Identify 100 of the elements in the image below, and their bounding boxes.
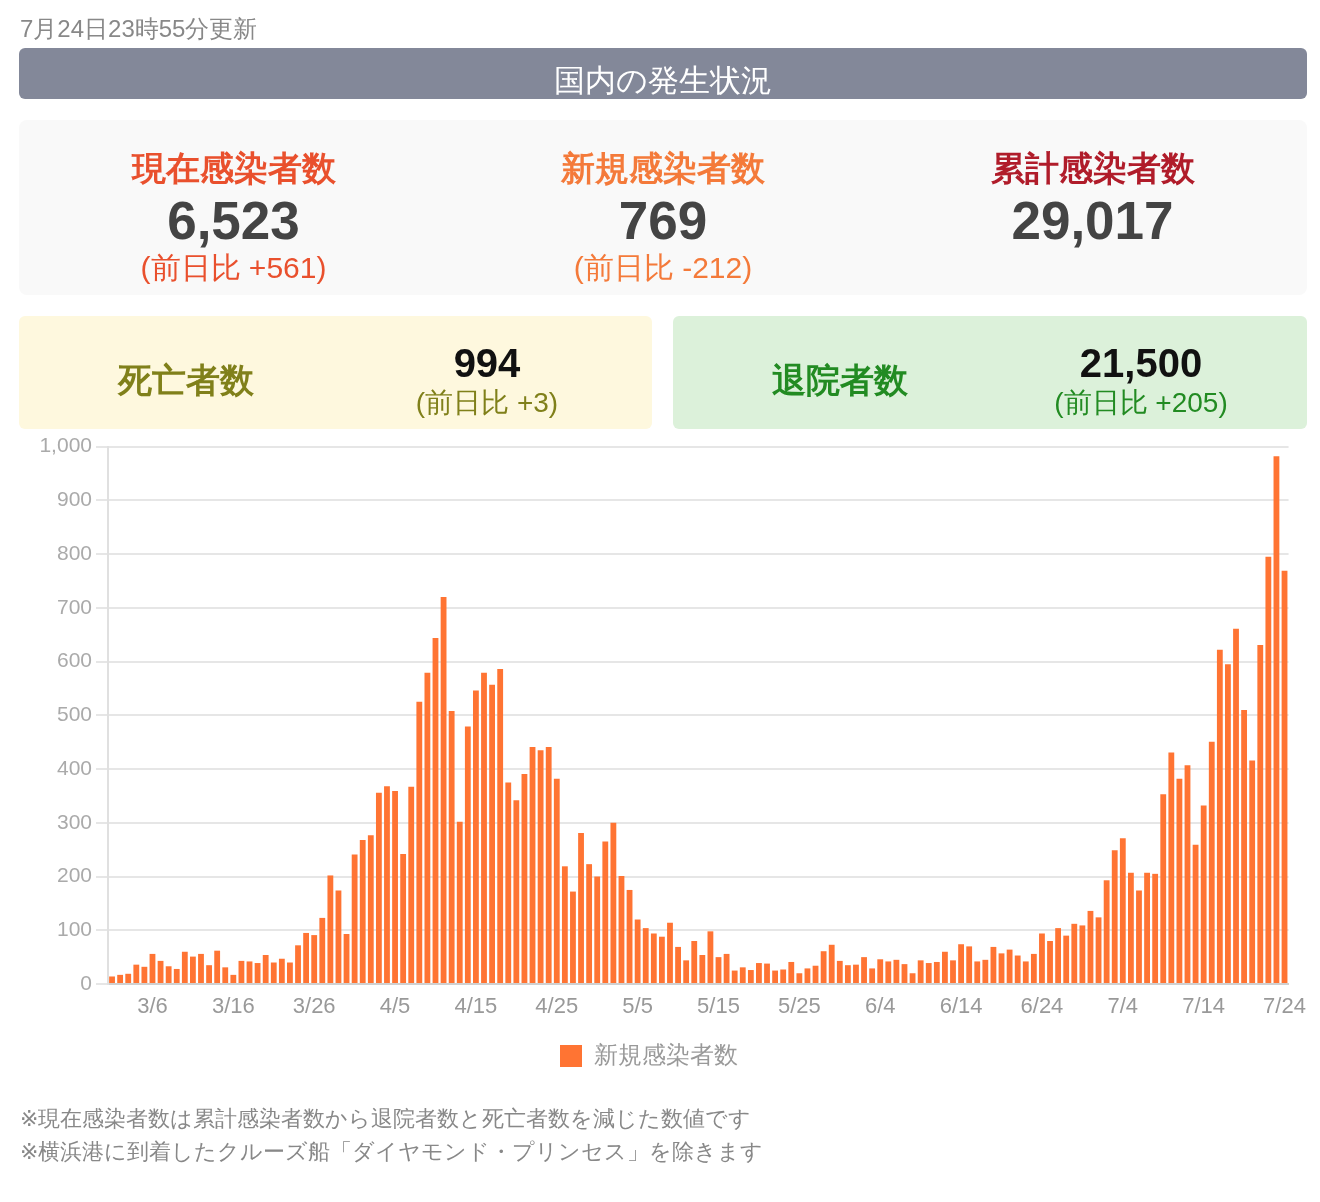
x-tick-label: 4/15: [454, 993, 498, 1019]
bar: [594, 876, 601, 983]
bar: [278, 958, 285, 983]
bar: [1265, 556, 1272, 983]
bar: [1168, 752, 1175, 983]
text: ※横浜港に到着したクルーズ船「ダイヤモンド・プリンセス」を除きます: [20, 1139, 764, 1164]
y-tick-label: 800: [56, 540, 92, 564]
bar: [141, 966, 148, 983]
bar: [270, 962, 277, 983]
x-tick-label: 5/5: [622, 993, 653, 1019]
text: 7月24日23時55分更新: [20, 15, 258, 42]
bar: [950, 960, 956, 983]
bar: [1200, 805, 1207, 983]
text: (前日比 +561): [140, 251, 327, 284]
x-tick-label: 7/24: [1263, 993, 1306, 1019]
bar: [198, 953, 204, 983]
bar: [933, 961, 940, 983]
bar: [424, 672, 431, 983]
bar: [222, 967, 229, 983]
text: (前日比 +205): [1054, 387, 1228, 418]
bar: [1039, 933, 1045, 983]
bar: [570, 891, 576, 983]
bar: [254, 963, 261, 983]
bar: [764, 963, 770, 983]
bar: [287, 962, 293, 983]
bar: [1022, 961, 1029, 983]
bar: [133, 964, 140, 983]
bar: [1216, 649, 1223, 983]
x-tick-label: 3/16: [211, 993, 255, 1019]
bar: [780, 969, 787, 983]
bar: [925, 963, 932, 983]
bar: [1055, 928, 1062, 983]
y-tick-label: 400: [56, 755, 92, 779]
y-tick-label: 300: [56, 809, 92, 833]
x-tick-label: 6/24: [1020, 993, 1064, 1019]
bar: [1071, 923, 1078, 983]
x-tick-label: 3/26: [292, 993, 336, 1019]
bar: [1249, 760, 1256, 983]
bar: [1103, 880, 1110, 983]
bar: [1208, 741, 1215, 983]
bar: [747, 970, 754, 983]
bar: [602, 841, 609, 983]
text: 国内の発生状況: [554, 63, 772, 98]
bar: [731, 970, 738, 983]
bar: [844, 965, 851, 983]
bar: [230, 974, 237, 983]
x-tick-label: 3/6: [137, 993, 168, 1019]
bar: [400, 853, 407, 983]
bar: [853, 964, 859, 983]
bar: [448, 711, 455, 983]
bar: [1144, 872, 1150, 983]
bar: [1176, 778, 1183, 983]
x-tick-label: 7/4: [1107, 993, 1139, 1019]
text: 死亡者数: [117, 361, 254, 399]
bar: [1063, 935, 1070, 983]
bar: [351, 854, 358, 983]
x-tick-label: 4/25: [535, 993, 579, 1019]
x-tick-label: 5/25: [777, 993, 821, 1019]
bar: [416, 701, 423, 983]
bar: [578, 832, 584, 983]
bar: [173, 968, 180, 983]
bar: [1152, 873, 1159, 983]
x-tick-label: 6/4: [864, 993, 896, 1019]
bar: [966, 946, 973, 983]
bar: [1006, 949, 1013, 983]
bar: [1014, 955, 1021, 983]
bar: [1136, 890, 1142, 983]
bar: [505, 782, 512, 983]
bar: [796, 973, 803, 983]
bar: [683, 960, 690, 983]
bar: [958, 944, 964, 983]
bar: [1241, 709, 1248, 983]
bar: [772, 970, 779, 983]
bar: [408, 786, 415, 983]
x-tick-label: 5/15: [697, 993, 740, 1019]
bar: [473, 690, 479, 983]
bar: [667, 922, 673, 983]
bar: [109, 976, 115, 983]
bar: [359, 839, 366, 983]
bar: [319, 917, 326, 983]
bar: [1160, 794, 1167, 983]
bar: [699, 954, 706, 983]
bar: [1233, 628, 1239, 983]
bar: [375, 792, 382, 983]
bar: [1119, 838, 1126, 983]
bar: [1111, 850, 1118, 983]
bar: [1047, 941, 1053, 983]
bar: [877, 959, 884, 983]
bar: [634, 919, 641, 983]
bar: [1257, 644, 1264, 983]
bar: [828, 944, 835, 983]
bar: [311, 935, 318, 983]
bar: [489, 684, 495, 983]
bar: [561, 866, 568, 983]
text: (前日比 +3): [415, 387, 559, 418]
text: 現在感染者数: [131, 149, 336, 187]
bar: [675, 946, 681, 983]
text: 21,500: [1079, 341, 1203, 385]
text: 29,017: [1011, 191, 1174, 250]
legend-label: 新規感染者数: [594, 1040, 738, 1068]
